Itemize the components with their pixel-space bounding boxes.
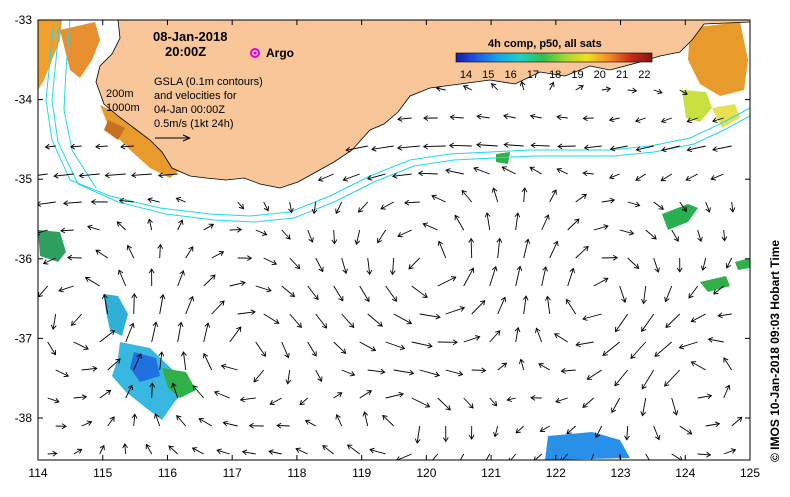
- y-tick-label: -37: [15, 331, 33, 345]
- x-tick-label: 117: [223, 466, 242, 480]
- x-tick-label: 124: [675, 466, 695, 480]
- x-tick-label: 122: [546, 466, 566, 480]
- colorbar-title: 4h comp, p50, all sats: [488, 38, 602, 50]
- x-tick-label: 120: [416, 466, 436, 480]
- y-tick-label: -35: [15, 172, 33, 186]
- imos-credit: © IMOS 10-Jan-2018 09:03 Hobart Time: [768, 240, 782, 462]
- colorbar-tick-label: 20: [594, 69, 606, 81]
- x-tick-label: 116: [158, 466, 177, 480]
- x-tick-label: 115: [93, 466, 112, 480]
- y-tick-label: -38: [15, 411, 33, 425]
- y-tick-label: -34: [15, 93, 33, 107]
- argo-dot: [254, 52, 257, 55]
- x-tick-label: 125: [740, 466, 760, 480]
- gsla-line-2: and velocities for: [154, 90, 237, 102]
- y-tick-label: -36: [15, 252, 33, 266]
- y-tick-label: -33: [15, 13, 33, 27]
- colorbar-tick-label: 18: [549, 69, 561, 81]
- x-tick-label: 121: [481, 466, 501, 480]
- gsla-line-1: GSLA (0.1m contours): [154, 76, 263, 88]
- isobath-label-1000m: 1000m: [106, 102, 140, 114]
- x-tick-label: 118: [287, 466, 306, 480]
- colorbar-tick-label: 16: [504, 69, 516, 81]
- argo-label: Argo: [266, 46, 294, 60]
- x-tick-label: 123: [611, 466, 631, 480]
- isobath-label-200m: 200m: [106, 88, 134, 100]
- colorbar-tick-label: 17: [527, 69, 539, 81]
- colorbar-tick-label: 14: [460, 69, 472, 81]
- colorbar-tick-label: 22: [638, 69, 650, 81]
- x-tick-label: 119: [352, 466, 371, 480]
- colorbar-ticks: 14 15 16 17 18 19 20 21 22: [460, 69, 651, 81]
- colorbar-bar: [456, 53, 652, 62]
- x-tick-label: 114: [28, 466, 47, 480]
- gsla-line-3: 04-Jan 00:00Z: [154, 104, 225, 116]
- colorbar-tick-label: 21: [616, 69, 628, 81]
- gsla-line-4: 0.5m/s (1kt 24h): [154, 118, 233, 130]
- colorbar-tick-label: 19: [571, 69, 583, 81]
- colorbar-tick-label: 15: [482, 69, 494, 81]
- title-date: 08-Jan-2018: [153, 29, 227, 44]
- title-time: 20:00Z: [165, 44, 206, 59]
